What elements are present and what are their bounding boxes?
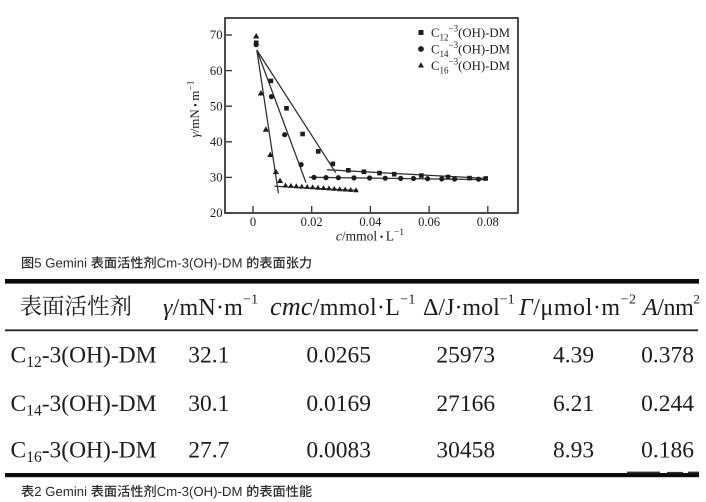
svg-text:cmc/mmol·L−1: cmc/mmol·L−1 [270, 292, 416, 321]
svg-text:0.244: 0.244 [641, 391, 694, 417]
svg-text:0.378: 0.378 [641, 342, 694, 368]
svg-text:8.93: 8.93 [553, 438, 594, 464]
svg-text:C12-3(OH)-DM: C12-3(OH)-DM [11, 342, 157, 371]
svg-text:40: 40 [210, 135, 223, 149]
svg-text:50: 50 [210, 99, 223, 113]
svg-text:30458: 30458 [436, 438, 495, 464]
svg-text:27.7: 27.7 [188, 438, 229, 464]
svg-text:0.0169: 0.0169 [306, 391, 371, 417]
svg-text:0.06: 0.06 [418, 215, 440, 229]
svg-text:C14−3(OH)-DM: C14−3(OH)-DM [431, 40, 510, 59]
svg-text:30.1: 30.1 [188, 391, 229, 417]
svg-text:70: 70 [210, 28, 223, 42]
svg-text:A/nm2: A/nm2 [641, 292, 700, 322]
svg-text:0.02: 0.02 [301, 215, 323, 229]
svg-text:0.04: 0.04 [359, 215, 382, 229]
svg-text:30: 30 [210, 171, 223, 185]
svg-text:0: 0 [250, 215, 256, 229]
svg-text:γ/mN·m−1: γ/mN·m−1 [163, 293, 258, 322]
svg-text:25973: 25973 [436, 342, 495, 368]
svg-text:6.21: 6.21 [553, 391, 594, 417]
svg-text:20: 20 [210, 206, 223, 220]
svg-text:Γ/μmol·m−2: Γ/μmol·m−2 [518, 293, 637, 322]
svg-text:C16-3(OH)-DM: C16-3(OH)-DM [11, 438, 157, 467]
svg-text:Δ/J·mol−1: Δ/J·mol−1 [423, 293, 515, 322]
svg-text:γ/mN • m−1: γ/mN • m−1 [187, 80, 203, 137]
svg-text:0.08: 0.08 [477, 215, 499, 229]
svg-text:0.0265: 0.0265 [306, 342, 371, 368]
svg-text:32.1: 32.1 [188, 342, 229, 368]
svg-text:C14-3(OH)-DM: C14-3(OH)-DM [11, 391, 157, 420]
svg-text:C12−3(OH)-DM: C12−3(OH)-DM [431, 24, 510, 43]
svg-text:27166: 27166 [436, 391, 495, 417]
svg-text:4.39: 4.39 [553, 342, 594, 368]
svg-text:60: 60 [210, 64, 223, 78]
svg-text:0.0083: 0.0083 [306, 438, 371, 464]
svg-text:C16−3(OH)-DM: C16−3(OH)-DM [431, 57, 510, 76]
svg-text:c/mmol • L−1: c/mmol • L−1 [336, 228, 404, 244]
svg-text:0.186: 0.186 [641, 438, 694, 464]
